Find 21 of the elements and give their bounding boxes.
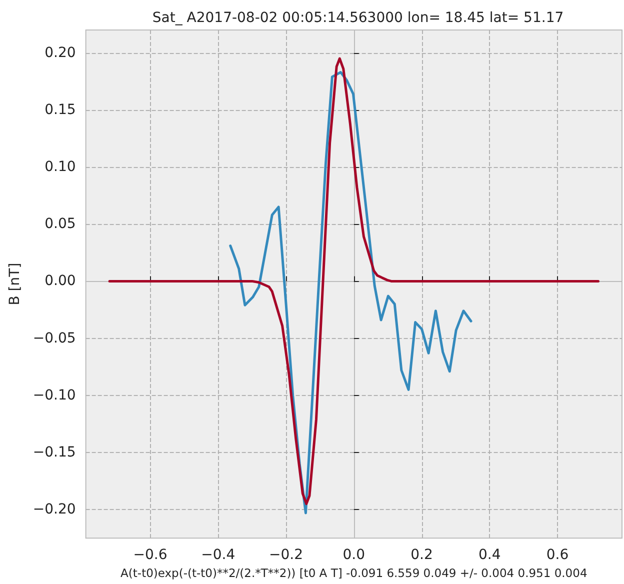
y-axis-title: B [nT]	[7, 262, 23, 306]
chart-title: Sat_ A2017-08-02 00:05:14.563000 lon= 18.45 lat= 51.17	[152, 10, 564, 26]
x-tick-label: −0.4	[201, 547, 236, 564]
x-tick-label: 0.2	[410, 547, 433, 564]
y-tick-label: −0.05	[32, 330, 76, 346]
y-tick-label: 0.20	[44, 44, 76, 61]
y-tick-label: 0.00	[44, 273, 76, 290]
line-series	[108, 57, 600, 506]
x-tick-label: 0.0	[342, 547, 366, 564]
x-tick-label: −0.6	[133, 547, 168, 564]
y-tick-label: −0.20	[32, 502, 76, 518]
x-tick-label: 0.6	[546, 547, 569, 564]
line-series	[229, 70, 472, 514]
y-tick-label: 0.10	[44, 159, 76, 176]
x-tick-label: 0.4	[478, 547, 501, 564]
y-tick-label: −0.15	[32, 444, 76, 460]
x-axis-title: A(t-t0)exp(-(t-t0)**2/(2.*T**2)) [t0 A T] -0.091 6.559 0.049 +/- 0.004 0.951 0.004	[120, 566, 588, 580]
y-tick-label: −0.10	[32, 387, 76, 404]
y-tick-label: 0.05	[44, 216, 76, 232]
y-tick-label: 0.15	[44, 102, 76, 118]
x-tick-label: −0.2	[269, 547, 304, 564]
